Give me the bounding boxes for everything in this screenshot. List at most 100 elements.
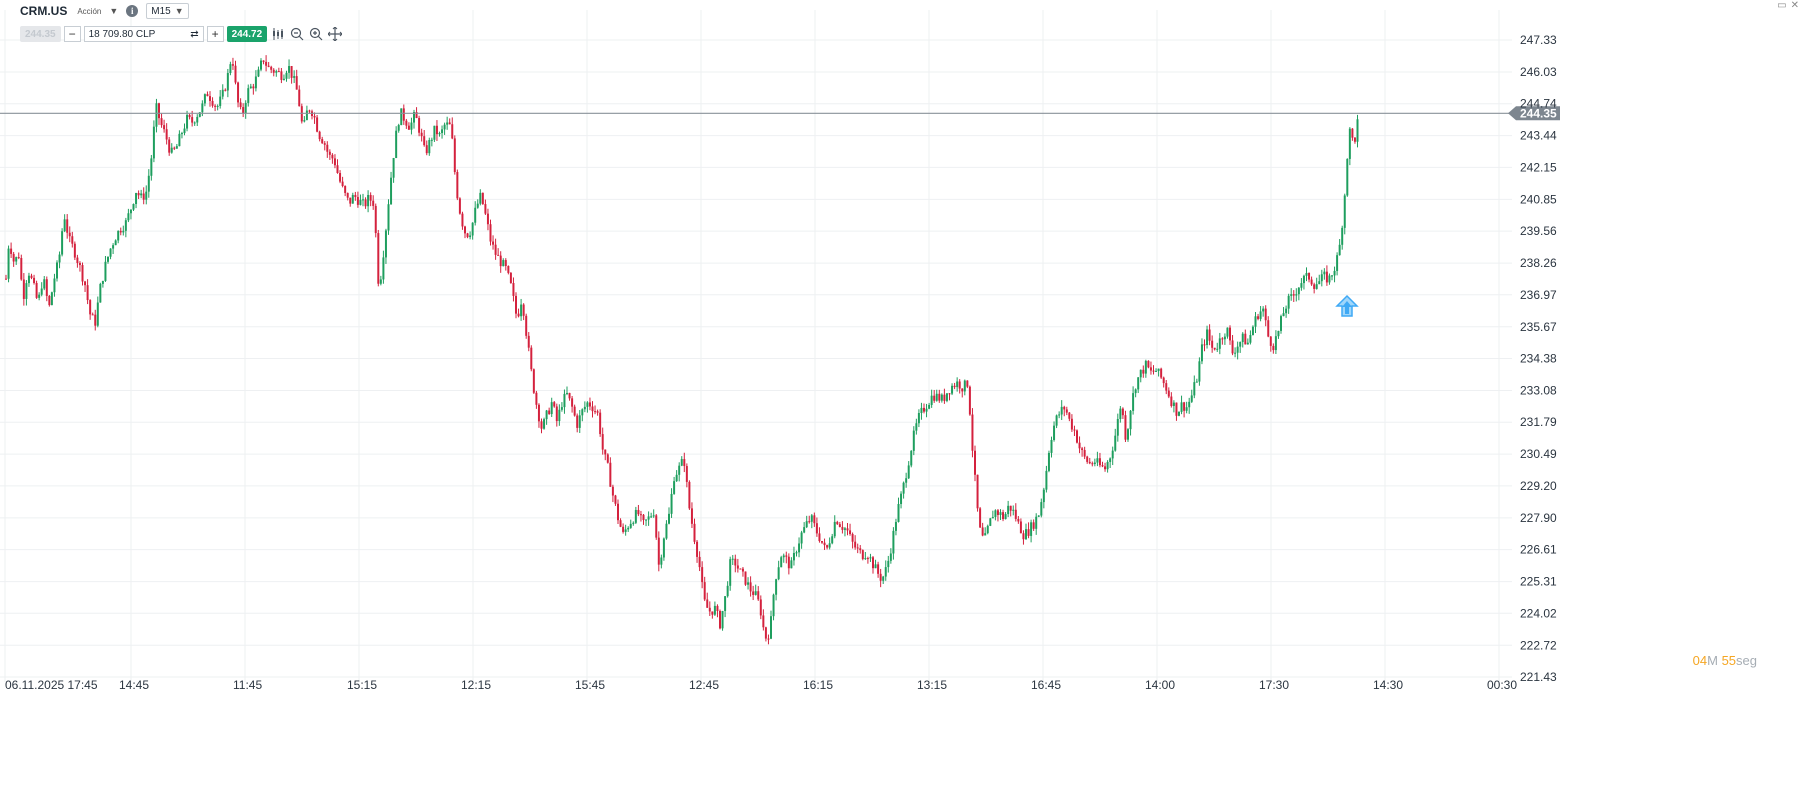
candle-up <box>724 596 727 611</box>
candle-up <box>479 192 482 204</box>
candle-down <box>456 172 459 199</box>
candle-countdown: 04M 55seg <box>1693 653 1757 668</box>
candle-down <box>333 158 336 166</box>
candle-down <box>339 173 342 182</box>
candle-up <box>109 248 112 257</box>
candle-down <box>953 385 956 388</box>
candle-down <box>1221 338 1224 340</box>
candle-up <box>907 465 910 479</box>
candle-down <box>272 69 275 73</box>
candle-up <box>940 394 943 401</box>
candle-down <box>1086 456 1089 462</box>
candle-down <box>369 194 372 201</box>
candle-up <box>1302 275 1305 284</box>
chevron-down-icon[interactable]: ▼ <box>109 6 119 16</box>
candle-up <box>392 158 395 178</box>
candle-up <box>502 260 505 267</box>
candle-up <box>145 191 148 200</box>
candle-up <box>660 557 663 565</box>
candle-up <box>395 130 398 159</box>
candle-down <box>374 205 377 234</box>
candle-up <box>1338 244 1341 256</box>
candle-down <box>188 114 191 118</box>
candle-up <box>1223 336 1226 340</box>
candle-down <box>1098 458 1101 466</box>
zoom-in-icon[interactable] <box>308 26 324 42</box>
candle-down <box>1308 273 1311 280</box>
minimize-icon[interactable]: ▭ <box>1777 0 1787 11</box>
candle-down <box>323 143 326 145</box>
candle-down <box>1229 327 1231 341</box>
amount-field[interactable]: 18 709.80 CLP ⇄ <box>83 26 204 42</box>
candle-up <box>647 516 650 520</box>
candle-up <box>747 582 750 585</box>
candle-up <box>650 516 653 518</box>
candle-up <box>303 120 306 122</box>
buy-button[interactable]: 244.72 <box>226 26 268 42</box>
candle-down <box>877 564 880 574</box>
candle-down <box>826 545 829 548</box>
symbol-label[interactable]: CRM.US <box>20 4 68 18</box>
candle-up <box>652 515 655 517</box>
crosshair-icon[interactable] <box>327 26 343 42</box>
candle-up <box>203 94 206 104</box>
x-tick-label: 16:45 <box>1031 678 1061 692</box>
y-tick-label: 243.44 <box>1520 129 1557 143</box>
candle-up <box>680 459 683 466</box>
candle-up <box>713 605 716 615</box>
candle-up <box>833 521 836 537</box>
candle-down <box>996 510 999 515</box>
candle-down <box>527 335 530 348</box>
candle-down <box>1353 137 1356 142</box>
sell-button[interactable]: 244.35 <box>20 26 61 42</box>
candle-down <box>20 258 23 280</box>
candle-down <box>540 421 543 429</box>
candle-up <box>1114 435 1117 451</box>
timeframe-select[interactable]: M15 ▼ <box>146 3 189 19</box>
candle-down <box>808 521 811 523</box>
zoom-out-icon[interactable] <box>289 26 305 42</box>
candle-down <box>943 394 946 401</box>
candle-down <box>91 314 94 316</box>
swap-icon[interactable]: ⇄ <box>190 28 199 40</box>
candle-down <box>617 503 619 521</box>
info-icon[interactable]: i <box>126 5 139 17</box>
candle-up <box>1246 342 1249 345</box>
increase-amount-button[interactable]: + <box>206 26 224 42</box>
candle-down <box>576 415 579 428</box>
candle-up <box>1305 273 1308 276</box>
candle-down <box>168 139 171 153</box>
candle-down <box>555 406 558 422</box>
current-price-line: 244.35 <box>0 106 1560 121</box>
candle-down <box>1264 308 1267 321</box>
candle-down <box>298 89 301 107</box>
chart-type-icon[interactable] <box>270 26 286 42</box>
candle-down <box>711 611 714 615</box>
candle-up <box>367 194 370 207</box>
candle-up <box>1025 529 1027 540</box>
candle-up <box>550 402 553 415</box>
candle-down <box>509 272 512 284</box>
candle-up <box>38 294 41 298</box>
candle-down <box>841 526 844 530</box>
candle-down <box>224 89 227 91</box>
candle-down <box>614 495 617 504</box>
close-icon[interactable]: ✕ <box>1790 0 1799 11</box>
candle-up <box>1198 361 1201 382</box>
decrease-amount-button[interactable]: − <box>63 26 81 42</box>
candle-up <box>935 393 938 401</box>
candle-up <box>132 203 135 210</box>
candle-down <box>1267 320 1270 337</box>
candle-up <box>96 302 99 326</box>
candle-up <box>1188 401 1191 408</box>
candle-up <box>665 523 668 539</box>
signal-arrow-icon[interactable] <box>1335 294 1359 317</box>
candle-up <box>1274 336 1277 351</box>
candle-down <box>683 459 686 467</box>
candle-down <box>458 198 461 214</box>
candle-up <box>731 558 734 560</box>
candle-up <box>673 481 676 494</box>
candle-up <box>1300 283 1303 288</box>
candle-down <box>1203 344 1206 346</box>
